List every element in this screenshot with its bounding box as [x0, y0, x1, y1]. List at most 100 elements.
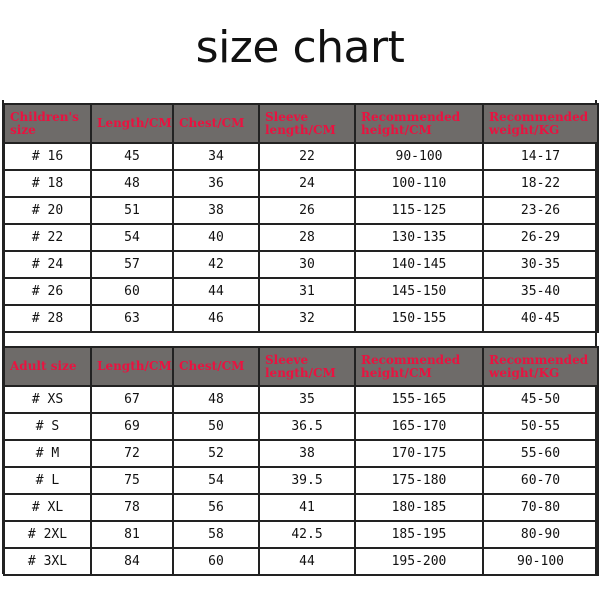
- table-cell: 31: [258, 277, 356, 306]
- table-cell: 35-40: [482, 277, 599, 306]
- table-row: # 20 51 38 26 115-125 23-26: [3, 196, 599, 225]
- table-cell: 72: [90, 439, 174, 468]
- table-cell: 60: [172, 547, 260, 576]
- table-cell: # 24: [3, 250, 92, 279]
- table-cell: 46: [172, 304, 260, 333]
- table-cell: 56: [172, 493, 260, 522]
- table-header-row: Children's size Length/CM Chest/CM Sleeve l…: [3, 103, 599, 144]
- table-cell: 75: [90, 466, 174, 495]
- table-cell: 54: [172, 466, 260, 495]
- table-cell: # 16: [3, 142, 92, 171]
- table-row: # 2XL 81 58 42.5 185-195 80-90: [3, 520, 599, 549]
- table-row: # 24 57 42 30 140-145 30-35: [3, 250, 599, 279]
- table-cell: 38: [258, 439, 356, 468]
- table-cell: 34: [172, 142, 260, 171]
- column-header: Children's size: [3, 103, 92, 144]
- table-cell: # XL: [3, 493, 92, 522]
- table-cell: 48: [90, 169, 174, 198]
- table-cell: 44: [258, 547, 356, 576]
- table-cell: 80-90: [482, 520, 599, 549]
- table-cell: 42.5: [258, 520, 356, 549]
- column-header: Recommended weight/KG: [482, 346, 599, 387]
- table-row: # 28 63 46 32 150-155 40-45: [3, 304, 599, 333]
- table-cell: 52: [172, 439, 260, 468]
- table-cell: 150-155: [354, 304, 484, 333]
- column-header: Chest/CM: [172, 346, 260, 387]
- table-cell: 51: [90, 196, 174, 225]
- table-cell: 145-150: [354, 277, 484, 306]
- table-cell: 30: [258, 250, 356, 279]
- table-cell: 26-29: [482, 223, 599, 252]
- table-cell: 140-145: [354, 250, 484, 279]
- table-cell: 115-125: [354, 196, 484, 225]
- table-cell: 58: [172, 520, 260, 549]
- adult-size-table: Adult size Length/CM Chest/CM Sleeve length…: [3, 346, 599, 576]
- table-cell: 14-17: [482, 142, 599, 171]
- table-cell: 165-170: [354, 412, 484, 441]
- table-cell: 28: [258, 223, 356, 252]
- table-cell: 60-70: [482, 466, 599, 495]
- table-cell: 60: [90, 277, 174, 306]
- table-cell: 90-100: [482, 547, 599, 576]
- table-cell: 18-22: [482, 169, 599, 198]
- table-row: # 22 54 40 28 130-135 26-29: [3, 223, 599, 252]
- column-header: Adult size: [3, 346, 92, 387]
- table-cell: 175-180: [354, 466, 484, 495]
- table-cell: 24: [258, 169, 356, 198]
- table-cell: 40: [172, 223, 260, 252]
- table-cell: 22: [258, 142, 356, 171]
- table-cell: # M: [3, 439, 92, 468]
- table-cell: 40-45: [482, 304, 599, 333]
- column-header: Length/CM: [90, 103, 174, 144]
- table-row: # L 75 54 39.5 175-180 60-70: [3, 466, 599, 495]
- table-row: # XL 78 56 41 180-185 70-80: [3, 493, 599, 522]
- table-cell: 26: [258, 196, 356, 225]
- children-size-table: Children's size Length/CM Chest/CM Sleeve l…: [3, 103, 599, 333]
- table-cell: 36: [172, 169, 260, 198]
- table-row: # 18 48 36 24 100-110 18-22: [3, 169, 599, 198]
- table-row: # M 72 52 38 170-175 55-60: [3, 439, 599, 468]
- column-header: Length/CM: [90, 346, 174, 387]
- table-cell: 35: [258, 385, 356, 414]
- table-cell: 50: [172, 412, 260, 441]
- table-cell: 54: [90, 223, 174, 252]
- table-row: # 26 60 44 31 145-150 35-40: [3, 277, 599, 306]
- table-header-row: Adult size Length/CM Chest/CM Sleeve length…: [3, 346, 599, 387]
- table-cell: # 3XL: [3, 547, 92, 576]
- table-cell: # L: [3, 466, 92, 495]
- table-cell: 45: [90, 142, 174, 171]
- table-cell: 55-60: [482, 439, 599, 468]
- table-cell: # 20: [3, 196, 92, 225]
- table-cell: 50-55: [482, 412, 599, 441]
- table-cell: 185-195: [354, 520, 484, 549]
- section-gap: [3, 333, 597, 346]
- table-cell: 100-110: [354, 169, 484, 198]
- table-cell: 42: [172, 250, 260, 279]
- table-cell: 45-50: [482, 385, 599, 414]
- table-cell: # 18: [3, 169, 92, 198]
- table-cell: 39.5: [258, 466, 356, 495]
- table-cell: 23-26: [482, 196, 599, 225]
- table-row: # S 69 50 36.5 165-170 50-55: [3, 412, 599, 441]
- table-cell: 195-200: [354, 547, 484, 576]
- table-cell: 44: [172, 277, 260, 306]
- table-cell: 41: [258, 493, 356, 522]
- table-cell: 57: [90, 250, 174, 279]
- column-header: Recommended weight/KG: [482, 103, 599, 144]
- table-cell: # 26: [3, 277, 92, 306]
- table-cell: 90-100: [354, 142, 484, 171]
- table-cell: 38: [172, 196, 260, 225]
- table-cell: 69: [90, 412, 174, 441]
- table-cell: 180-185: [354, 493, 484, 522]
- table-cell: 36.5: [258, 412, 356, 441]
- table-cell: 30-35: [482, 250, 599, 279]
- table-row: # 3XL 84 60 44 195-200 90-100: [3, 547, 599, 576]
- column-header: Chest/CM: [172, 103, 260, 144]
- table-cell: 67: [90, 385, 174, 414]
- table-cell: # 2XL: [3, 520, 92, 549]
- page-title: size chart: [195, 22, 405, 73]
- table-cell: # 22: [3, 223, 92, 252]
- column-header: Sleeve length/CM: [258, 103, 356, 144]
- table-row: # 16 45 34 22 90-100 14-17: [3, 142, 599, 171]
- column-header: Sleeve length/CM: [258, 346, 356, 387]
